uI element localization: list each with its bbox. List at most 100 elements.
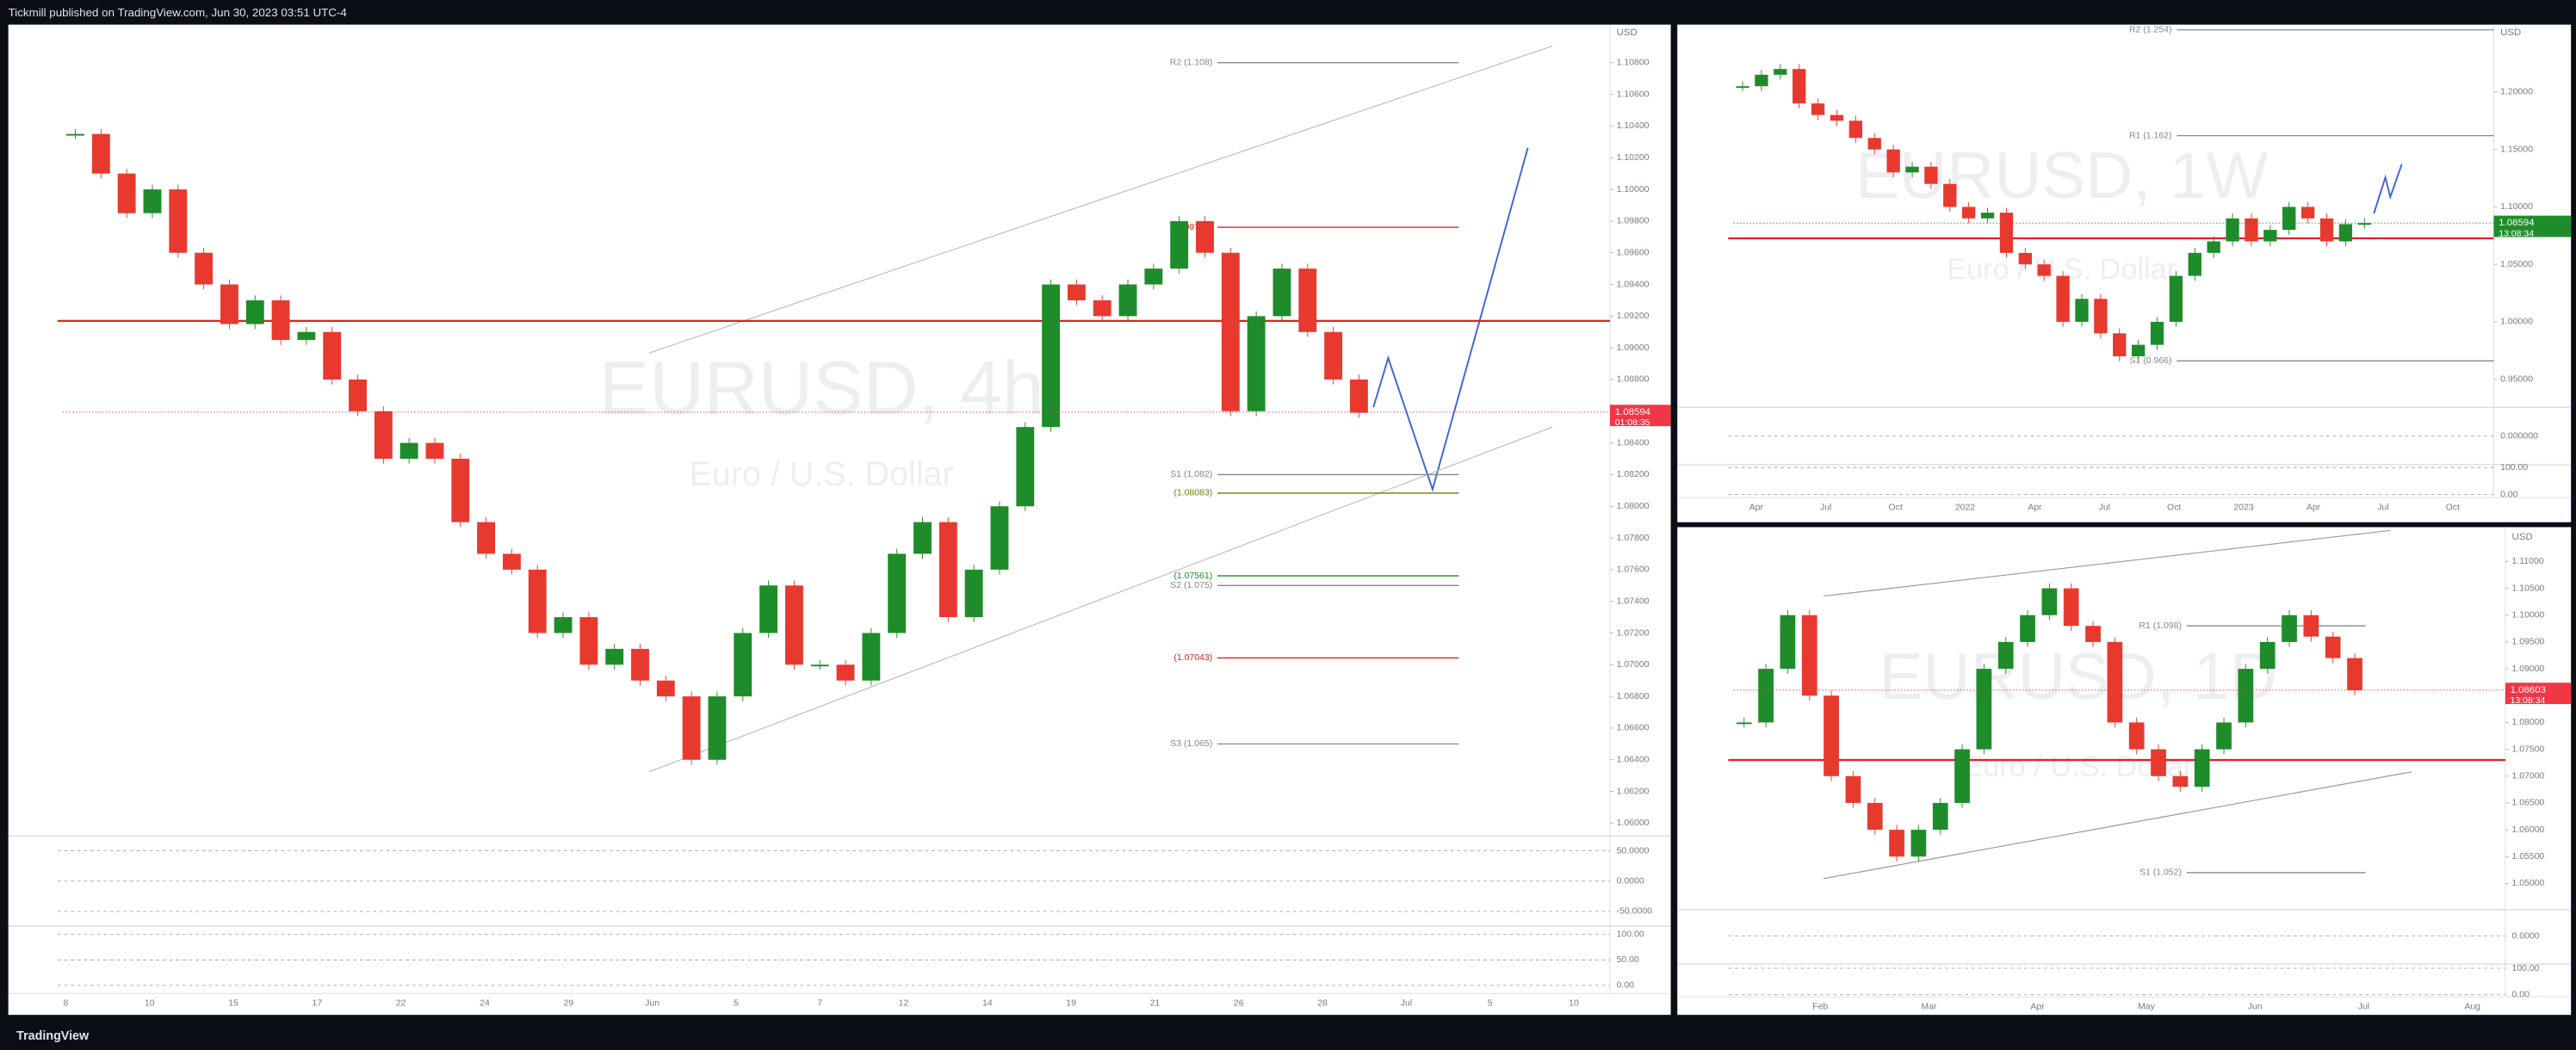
candle	[579, 617, 598, 665]
x-tick-label: Jul	[1401, 999, 1412, 1009]
candle	[810, 664, 829, 667]
candle	[1247, 316, 1266, 411]
x-tick-label: 17	[313, 999, 323, 1009]
y-tick-label: 1.06500	[2511, 799, 2544, 808]
candle	[913, 522, 932, 554]
candle	[836, 664, 855, 681]
trend-line	[1823, 771, 2412, 880]
y-tick-label: 1.09800	[1617, 217, 1650, 226]
candle	[2347, 658, 2362, 691]
candle	[2238, 669, 2254, 723]
y-tick-label: 1.09400	[1617, 280, 1650, 289]
symbol-watermark: EURUSD, 1W	[1855, 139, 2268, 213]
y-tick-label: 1.08400	[1617, 438, 1650, 448]
x-tick-label: Apr	[2028, 503, 2042, 512]
x-tick-label: 26	[1234, 999, 1244, 1009]
y-tick-label: 1.09200	[1617, 312, 1650, 321]
y-tick-label: 1.05500	[2511, 852, 2544, 862]
x-tick-label: 7	[817, 999, 822, 1009]
x-tick-label: 19	[1066, 999, 1076, 1009]
x-tick-label: 21	[1150, 999, 1161, 1009]
x-tick-label: Feb	[1812, 1002, 1828, 1011]
candle	[1848, 120, 1862, 139]
candle	[964, 569, 983, 618]
candle	[2056, 275, 2070, 322]
pivot-label: R2 (1.108)	[1170, 59, 1213, 68]
panel-frame	[1677, 24, 2572, 522]
y-tick-label: 1.08000	[2511, 718, 2544, 727]
x-tick-label: Jul	[2358, 1002, 2369, 1011]
pane-tick-label: 100.00	[2500, 463, 2528, 472]
candle	[2131, 344, 2146, 356]
y-tick-label: 1.09500	[2511, 638, 2544, 647]
x-tick-label: Jul	[1820, 503, 1831, 512]
y-tick-label: 1.15000	[2500, 145, 2533, 154]
candle	[2357, 223, 2371, 225]
x-tick-label: 5	[734, 999, 739, 1009]
candle	[1867, 138, 1881, 150]
candle	[117, 173, 136, 213]
x-tick-label: 5	[1488, 999, 1493, 1009]
x-tick-label: 8	[63, 999, 68, 1009]
candle	[1867, 802, 1883, 831]
candle	[1298, 269, 1317, 332]
x-tick-label: 2023	[2233, 503, 2253, 512]
x-tick-label: Jun	[645, 999, 659, 1009]
y-tick-label: 1.06800	[1617, 692, 1650, 701]
projection-arrow	[2373, 164, 2403, 214]
y-tick-label: 1.10800	[1617, 59, 1650, 68]
candle	[2107, 641, 2123, 723]
x-tick-label: Jul	[2377, 503, 2388, 512]
candle	[1824, 695, 1839, 776]
y-tick-label: 1.10400	[1617, 121, 1650, 131]
x-tick-label: Jul	[2099, 503, 2110, 512]
candle	[2151, 749, 2166, 776]
candle	[1924, 166, 1938, 184]
candle	[2128, 722, 2145, 750]
candle	[2018, 252, 2032, 265]
candle	[1980, 213, 1995, 219]
x-tick-label: 15	[228, 999, 238, 1009]
candle	[2303, 615, 2319, 637]
x-tick-label: Oct	[2446, 503, 2460, 512]
y-tick-label: 1.20000	[2500, 88, 2533, 97]
x-tick-label: Apr	[1749, 503, 1764, 512]
candle	[708, 696, 727, 760]
y-tick-label: 1.11000	[2511, 557, 2543, 566]
currency-label: USD	[2511, 532, 2532, 542]
candle	[1736, 722, 1752, 725]
y-tick-label: 1.10600	[1617, 90, 1650, 99]
y-tick-label: 1.06600	[1617, 724, 1650, 733]
currency-label: USD	[2500, 28, 2521, 38]
y-tick-label: 1.10200	[1617, 153, 1650, 163]
candle	[2194, 749, 2210, 788]
pivot-label: (1.07561)	[1173, 571, 1212, 581]
candle	[1144, 269, 1163, 285]
x-tick-label: Oct	[1888, 503, 1902, 512]
candle	[1016, 427, 1035, 507]
x-tick-label: 28	[1317, 999, 1328, 1009]
last-price-label: 1.08594	[1615, 407, 1651, 417]
projection-arrow	[1372, 147, 1529, 492]
candle	[297, 331, 316, 340]
tradingview-brand: TradingView	[16, 1029, 90, 1043]
candle	[2020, 615, 2035, 642]
pane-tick-label: 0.00	[2500, 490, 2518, 499]
x-tick-label: Apr	[2307, 503, 2321, 512]
candle	[323, 331, 342, 380]
candle	[2226, 218, 2239, 242]
trend-line	[1823, 529, 2391, 597]
candle	[477, 522, 496, 554]
x-tick-label: 29	[563, 999, 573, 1009]
pane-tick-label: 0.00	[2511, 990, 2530, 999]
pivot-label: S2 (1.075)	[1170, 581, 1212, 590]
pivot-label: S1 (1.052)	[2139, 868, 2182, 878]
candle	[2063, 588, 2079, 627]
pane-tick-label: -50.0000	[1617, 907, 1653, 917]
y-tick-label: 1.06000	[1617, 818, 1650, 828]
x-tick-label: Mar	[1921, 1002, 1937, 1011]
candle	[1830, 114, 1844, 121]
y-tick-label: 0.95000	[2500, 374, 2533, 384]
candle	[784, 585, 803, 665]
candle	[271, 300, 290, 340]
